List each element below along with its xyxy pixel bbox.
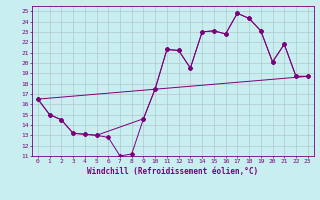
X-axis label: Windchill (Refroidissement éolien,°C): Windchill (Refroidissement éolien,°C) [87, 167, 258, 176]
